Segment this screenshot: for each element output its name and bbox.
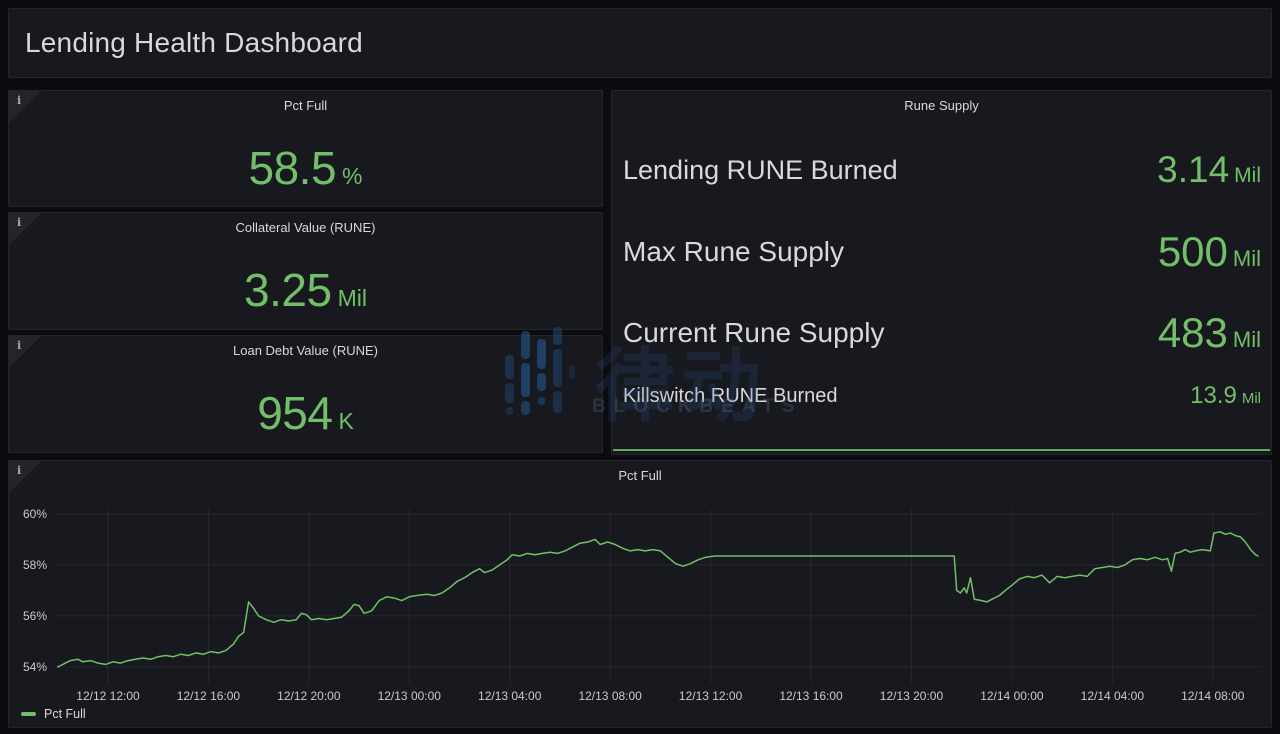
panel-pct-full-chart: i Pct Full 54% 56% 58% 60% 12/12 12:00 12/12 … — [8, 460, 1272, 728]
panel-title-pct-full-chart[interactable]: Pct Full — [618, 468, 662, 483]
rune-row-number: 483 — [1157, 309, 1228, 356]
svg-text:12/13 12:00: 12/13 12:00 — [679, 689, 743, 703]
svg-text:12/14 00:00: 12/14 00:00 — [980, 689, 1044, 703]
svg-text:12/12 12:00: 12/12 12:00 — [76, 689, 140, 703]
stat-unit: K — [338, 408, 354, 434]
svg-text:12/12 16:00: 12/12 16:00 — [177, 689, 241, 703]
stat-number: 954 — [257, 387, 333, 439]
svg-text:12/13 08:00: 12/13 08:00 — [578, 689, 642, 703]
legend-swatch-icon — [21, 712, 36, 716]
legend-label: Pct Full — [44, 707, 86, 721]
svg-text:56%: 56% — [23, 609, 47, 623]
rune-row-label: Current Rune Supply — [623, 317, 885, 348]
rune-row-unit: Mil — [1241, 390, 1261, 407]
info-icon: i — [17, 216, 22, 229]
panel-info-corner[interactable]: i — [9, 91, 41, 123]
rune-row-number: 500 — [1157, 228, 1228, 275]
panel-title-rune-supply[interactable]: Rune Supply — [904, 98, 979, 113]
info-icon: i — [17, 464, 22, 477]
rune-row-current-supply: Current Rune Supply 483 Mil — [623, 302, 1261, 364]
panel-title-loan-debt[interactable]: Loan Debt Value (RUNE) — [233, 343, 378, 358]
panel-collateral-stat: i Collateral Value (RUNE) 3.25 Mil — [8, 212, 603, 330]
svg-text:12/13 00:00: 12/13 00:00 — [378, 689, 442, 703]
stat-unit: % — [342, 162, 363, 189]
dashboard-header-panel: Lending Health Dashboard — [8, 8, 1272, 78]
rune-row-unit: Mil — [1234, 164, 1261, 187]
panel-info-corner[interactable]: i — [9, 336, 41, 368]
rune-row-label: Max Rune Supply — [623, 236, 845, 267]
stat-number: 3.25 — [244, 264, 332, 316]
rune-row-unit: Mil — [1232, 246, 1261, 271]
page-title: Lending Health Dashboard — [25, 27, 363, 58]
panel-pct-full-stat: i Pct Full 58.5 % — [8, 90, 603, 207]
panel-info-corner[interactable]: i — [9, 461, 41, 493]
panel-info-corner[interactable]: i — [9, 213, 41, 245]
stat-value-pct-full: 58.5 % — [9, 129, 602, 206]
stat-unit: Mil — [337, 285, 367, 311]
rune-row-label: Lending RUNE Burned — [623, 154, 898, 185]
svg-text:60%: 60% — [23, 507, 47, 521]
rune-row-label: Killswitch RUNE Burned — [623, 384, 838, 407]
info-icon: i — [17, 94, 22, 107]
panel-rune-supply: Rune Supply Lending RUNE Burned 3.14 Mil… — [611, 90, 1272, 455]
svg-text:12/12 20:00: 12/12 20:00 — [277, 689, 341, 703]
svg-text:12/13 16:00: 12/13 16:00 — [779, 689, 843, 703]
svg-text:54%: 54% — [23, 660, 47, 674]
rune-supply-sparkline — [613, 449, 1270, 451]
svg-text:12/14 04:00: 12/14 04:00 — [1081, 689, 1145, 703]
panel-title-collateral[interactable]: Collateral Value (RUNE) — [235, 220, 376, 235]
svg-text:12/13 04:00: 12/13 04:00 — [478, 689, 542, 703]
pct-full-timeseries-plot[interactable]: 54% 56% 58% 60% 12/12 12:00 12/12 16:00 12/12 … — [9, 461, 1271, 727]
rune-row-max-supply: Max Rune Supply 500 Mil — [623, 221, 1261, 283]
svg-text:58%: 58% — [23, 558, 47, 572]
panel-loan-debt-stat: i Loan Debt Value (RUNE) 954 K — [8, 335, 603, 453]
rune-row-unit: Mil — [1232, 327, 1261, 352]
stat-number: 58.5 — [248, 141, 337, 194]
legend-item-pct-full[interactable]: Pct Full — [21, 707, 86, 721]
svg-text:12/13 20:00: 12/13 20:00 — [880, 689, 944, 703]
rune-row-number: 13.9 — [1190, 382, 1237, 409]
stat-value-collateral: 3.25 Mil — [9, 251, 602, 329]
panel-title-pct-full[interactable]: Pct Full — [283, 98, 328, 113]
info-icon: i — [17, 339, 22, 352]
rune-row-killswitch-burned: Killswitch RUNE Burned 13.9 Mil — [623, 374, 1261, 418]
rune-row-lending-burned: Lending RUNE Burned 3.14 Mil — [623, 139, 1261, 201]
stat-value-loan-debt: 954 K — [9, 374, 602, 452]
svg-text:12/14 08:00: 12/14 08:00 — [1181, 689, 1245, 703]
rune-row-number: 3.14 — [1157, 149, 1230, 190]
